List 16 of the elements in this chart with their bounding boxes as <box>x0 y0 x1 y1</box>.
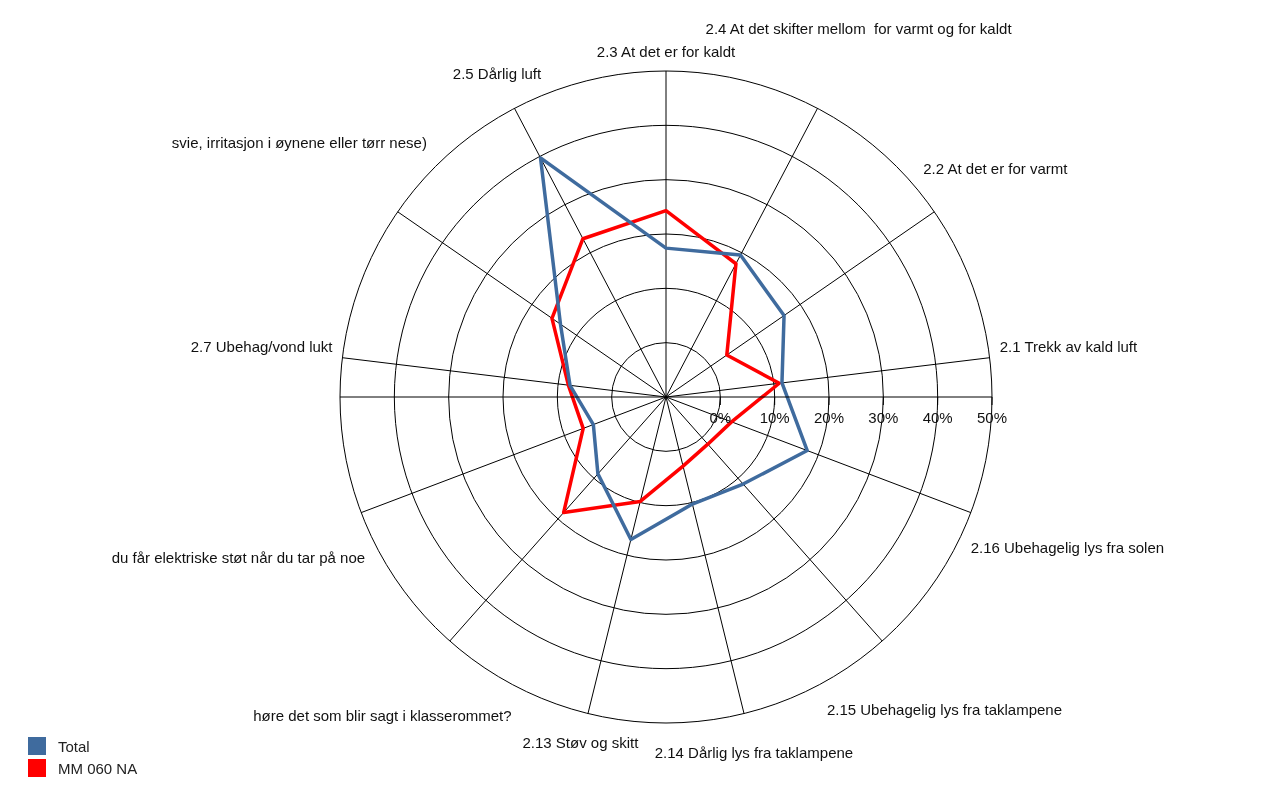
spoke-label: 2.16 Ubehagelig lys fra solen <box>970 539 1165 557</box>
legend-label: Total <box>58 737 90 755</box>
spoke-label: 2.7 Ubehag/vond lukt <box>190 338 334 356</box>
spoke-label: 2.5 Dårlig luft <box>452 65 543 83</box>
spoke-label: 2.14 Dårlig lys fra taklampene <box>654 743 854 761</box>
y-tick-label: 10% <box>759 408 790 426</box>
legend-label: MM 060 NA <box>58 759 138 777</box>
spoke-label: 2.2 At det er for varmt <box>923 159 1069 177</box>
spoke-label: høre det som blir sagt i klasserommet? <box>253 707 512 725</box>
spoke-label: 2.3 At det er for kaldt <box>596 43 737 61</box>
spoke-label: 2.1 Trekk av kald luft <box>999 338 1139 356</box>
spoke-label: 2.4 At det skifter mellom for varmt og for kaldt <box>705 20 1013 38</box>
spoke-label: 2.15 Ubehagelig lys fra taklampene <box>826 701 1063 719</box>
spoke-label: 2.13 Støv og skitt <box>522 734 640 752</box>
spoke-label: du får elektriske støt når du tar på noe <box>111 549 366 567</box>
spoke-label: svie, irritasjon i øynene eller tørr nese) <box>171 134 427 152</box>
